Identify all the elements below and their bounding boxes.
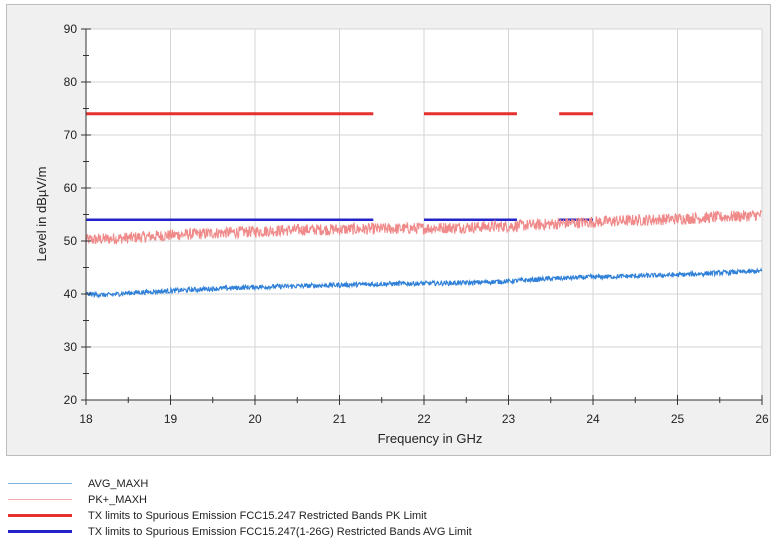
x-axis-title: Frequency in GHz xyxy=(378,431,483,446)
y-tick-label: 80 xyxy=(64,75,78,89)
series-layer xyxy=(85,112,763,299)
y-axis-title: Level in dBµV/m xyxy=(34,167,49,262)
x-tick-label: 19 xyxy=(164,412,178,426)
legend-item-avg: AVG_MAXH xyxy=(8,476,768,492)
x-tick-label: 23 xyxy=(502,412,516,426)
y-tick-label: 90 xyxy=(64,22,78,36)
y-tick-label: 30 xyxy=(64,340,78,354)
avg-maxh-trace xyxy=(85,267,763,299)
chart-plot: 20 30 40 50 60 70 80 90 18 19 20 21 22 23 24 25 26 Frequ… xyxy=(34,22,769,446)
legend-item-pk: PK+_MAXH xyxy=(8,492,768,508)
x-tick-label: 24 xyxy=(586,412,600,426)
y-tick-label: 50 xyxy=(64,234,78,248)
y-tick-label: 20 xyxy=(64,393,78,407)
legend-label-pk: PK+_MAXH xyxy=(88,494,147,506)
legend-item-pk-limit: TX limits to Spurious Emission FCC15.247… xyxy=(8,508,768,524)
x-tick-label: 22 xyxy=(417,412,431,426)
x-tick-label: 26 xyxy=(755,412,769,426)
axes: 20 30 40 50 60 70 80 90 18 19 20 21 22 23 24 25 26 xyxy=(64,22,769,426)
legend-label-avg: AVG_MAXH xyxy=(88,478,149,490)
x-tick-label: 25 xyxy=(671,412,685,426)
x-tick-label: 18 xyxy=(79,412,93,426)
grid-lines xyxy=(86,28,763,400)
pk-maxh-trace xyxy=(85,209,763,245)
y-tick-label: 40 xyxy=(64,287,78,301)
legend-swatch-pk-limit xyxy=(8,514,72,517)
legend-swatch-avg-limit xyxy=(8,530,72,533)
legend-label-avg-limit: TX limits to Spurious Emission FCC15.247… xyxy=(88,526,472,538)
legend-label-pk-limit: TX limits to Spurious Emission FCC15.247… xyxy=(88,510,427,522)
x-tick-label: 20 xyxy=(248,412,262,426)
x-tick-label: 21 xyxy=(333,412,347,426)
legend-swatch-pk xyxy=(8,499,72,500)
legend-item-avg-limit: TX limits to Spurious Emission FCC15.247… xyxy=(8,524,768,540)
y-tick-label: 60 xyxy=(64,181,78,195)
legend: AVG_MAXH PK+_MAXH TX limits to Spurious … xyxy=(8,476,768,540)
legend-swatch-avg xyxy=(8,483,72,484)
y-tick-label: 70 xyxy=(64,128,78,142)
